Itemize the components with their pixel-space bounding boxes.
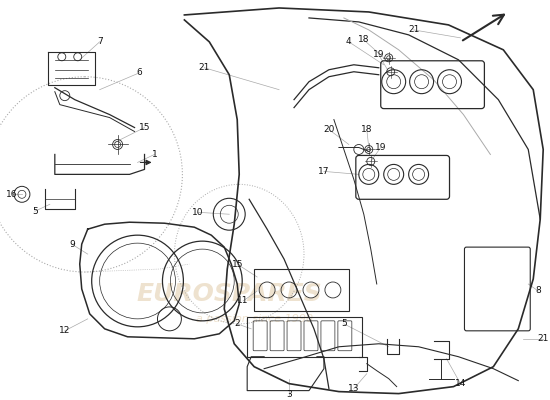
Text: 11: 11 (238, 296, 249, 306)
Text: 16: 16 (6, 190, 18, 199)
Text: 1: 1 (152, 150, 157, 159)
Text: 9: 9 (69, 240, 75, 249)
Text: EUROSPARES: EUROSPARES (136, 282, 322, 306)
Text: 15: 15 (232, 260, 243, 268)
Text: 10: 10 (191, 208, 203, 217)
Text: 2: 2 (234, 319, 240, 328)
Text: 6: 6 (136, 68, 142, 77)
Text: 8: 8 (535, 286, 541, 296)
Text: 4: 4 (346, 37, 351, 46)
Text: 19: 19 (375, 143, 387, 152)
Text: 12: 12 (59, 326, 70, 335)
Text: 21: 21 (199, 63, 210, 72)
Text: 3: 3 (286, 390, 292, 399)
Text: 13: 13 (348, 384, 360, 393)
Text: 17: 17 (318, 167, 329, 176)
Text: 7: 7 (97, 37, 102, 46)
Text: 18: 18 (358, 35, 370, 44)
Text: 18: 18 (361, 125, 372, 134)
Text: 21: 21 (537, 334, 549, 343)
Text: 19: 19 (373, 50, 384, 59)
Text: 14: 14 (455, 379, 466, 388)
Text: 20: 20 (323, 125, 334, 134)
Text: 15: 15 (139, 123, 150, 132)
Text: a passion since 1990: a passion since 1990 (196, 314, 313, 324)
Text: 21: 21 (408, 25, 419, 34)
Text: 5: 5 (32, 207, 38, 216)
Text: 5: 5 (341, 319, 346, 328)
